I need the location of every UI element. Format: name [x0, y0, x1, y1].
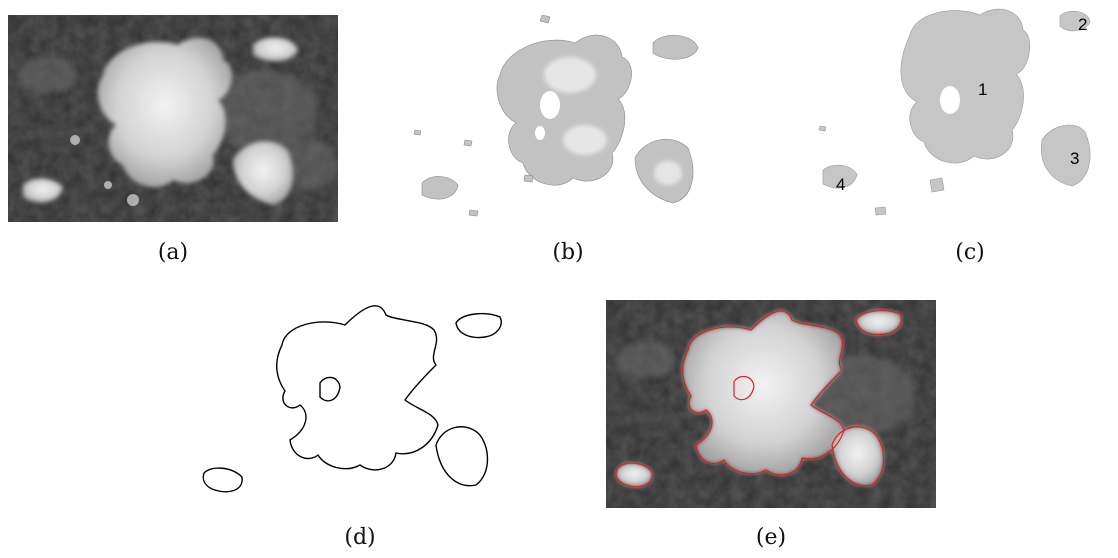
panel-a-satellite-image — [8, 15, 338, 222]
contour-region-1 — [276, 305, 439, 471]
overlay-image-e — [606, 300, 936, 508]
caption-a: (a) — [157, 240, 189, 265]
region-label-3: 3 — [1070, 149, 1079, 168]
region-label-4: 4 — [836, 175, 845, 194]
contour-hole-1 — [319, 376, 341, 402]
caption-b: (b) — [552, 240, 584, 265]
region-3 — [1041, 124, 1091, 187]
region-1 — [900, 8, 1031, 164]
contour-region-4 — [202, 467, 243, 493]
caption-d: (d) — [344, 525, 376, 550]
panel-e-overlay — [606, 300, 936, 508]
region-4 — [822, 164, 858, 189]
region-2 — [1059, 10, 1091, 32]
region-label-2: 2 — [1078, 15, 1087, 34]
contour-region-3 — [435, 426, 489, 487]
red-contour-hole-1 — [733, 375, 755, 401]
panel-c-labeled-regions: 1 2 3 4 — [790, 0, 1115, 225]
region-label-1: 1 — [978, 80, 987, 99]
contour-region-2 — [455, 312, 502, 339]
satellite-image-a — [8, 15, 338, 222]
segmented-image-b — [410, 15, 740, 222]
red-contour-region-4 — [615, 462, 653, 488]
caption-e: (e) — [755, 525, 787, 550]
panel-b-segmented-clouds — [410, 15, 740, 222]
red-contour-region-2 — [855, 310, 902, 336]
contour-image-d — [202, 305, 502, 493]
caption-c: (c) — [955, 240, 985, 265]
red-contour-region-3 — [831, 426, 884, 487]
labeled-image-c: 1 2 3 4 — [790, 0, 1115, 225]
panel-d-contours — [200, 295, 510, 505]
